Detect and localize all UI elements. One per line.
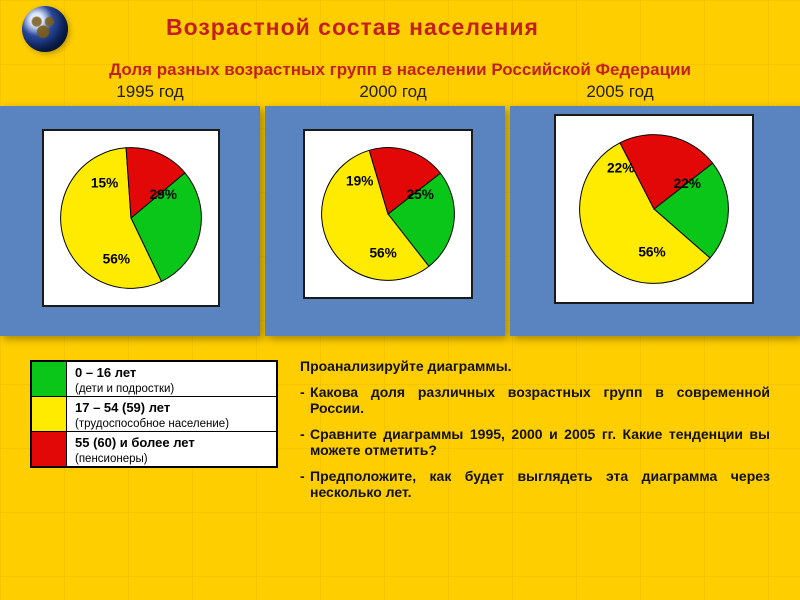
chart-frame: 22% 56% 22% xyxy=(554,114,754,304)
task-item: Сравните диаграммы 1995, 2000 и 2005 гг.… xyxy=(300,426,770,458)
legend-row: 0 – 16 лет(дети и подростки) xyxy=(32,362,276,397)
legend-swatch xyxy=(32,397,67,431)
charts-band: 29% 56% 15% 25% 56% 19% 22% 56% 22% xyxy=(0,106,800,336)
chart-panel: 22% 56% 22% xyxy=(510,106,800,336)
chart-panel: 29% 56% 15% xyxy=(0,106,260,336)
pie-pct-label: 22% xyxy=(607,160,634,175)
tasks-block: Проанализируйте диаграммы. Какова доля р… xyxy=(300,358,770,510)
tasks-heading: Проанализируйте диаграммы. xyxy=(300,358,770,374)
chart-frame: 25% 56% 19% xyxy=(303,129,473,299)
year-labels-row: 1995 год 2000 год 2005 год xyxy=(0,82,800,106)
task-list: Какова доля различных возрастных групп в… xyxy=(300,384,770,500)
page-title: Возрастной состав населения xyxy=(86,14,539,41)
legend-row: 55 (60) и более лет(пенсионеры) xyxy=(32,432,276,466)
year-label: 2000 год xyxy=(359,82,426,102)
pie-pct-label: 56% xyxy=(103,252,130,267)
pie-pct-label: 56% xyxy=(369,246,396,261)
chart-frame: 29% 56% 15% xyxy=(42,129,220,307)
pie-pct-label: 29% xyxy=(150,187,177,202)
legend: 0 – 16 лет(дети и подростки)17 – 54 (59)… xyxy=(30,360,278,468)
legend-row: 17 – 54 (59) лет(трудоспособное населени… xyxy=(32,397,276,432)
task-item: Предположите, как будет выглядеть эта ди… xyxy=(300,468,770,500)
header: Возрастной состав населения xyxy=(0,0,800,54)
legend-label: 17 – 54 (59) лет(трудоспособное населени… xyxy=(67,397,237,431)
legend-label: 55 (60) и более лет(пенсионеры) xyxy=(67,432,203,466)
legend-label: 0 – 16 лет(дети и подростки) xyxy=(67,362,182,396)
pie-pct-label: 56% xyxy=(638,245,665,260)
chart-panel: 25% 56% 19% xyxy=(265,106,505,336)
pie-pct-label: 22% xyxy=(674,176,701,191)
year-label: 1995 год xyxy=(116,82,183,102)
pie-chart: 25% 56% 19% xyxy=(305,131,471,297)
globe-icon xyxy=(22,6,68,52)
pie-pct-label: 25% xyxy=(407,187,434,202)
task-item: Какова доля различных возрастных групп в… xyxy=(300,384,770,416)
year-label: 2005 год xyxy=(586,82,653,102)
legend-swatch xyxy=(32,432,67,466)
legend-swatch xyxy=(32,362,67,396)
pie-chart: 29% 56% 15% xyxy=(44,131,218,305)
pie-pct-label: 15% xyxy=(91,175,118,190)
pie-chart: 22% 56% 22% xyxy=(556,116,752,302)
pie-pct-label: 19% xyxy=(346,173,373,188)
page-subtitle: Доля разных возрастных групп в населении… xyxy=(0,60,800,80)
